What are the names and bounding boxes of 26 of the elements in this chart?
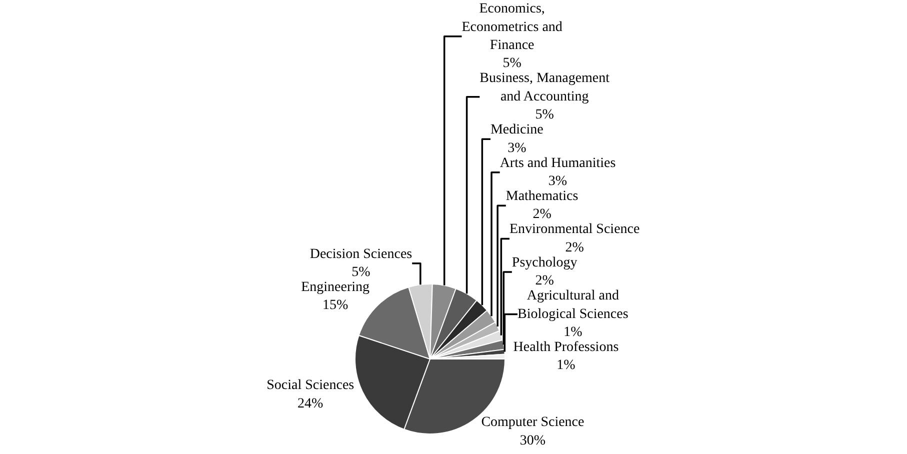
- data-label: 2%: [535, 274, 554, 289]
- slice-label: Health Professions: [513, 340, 619, 355]
- data-label: 5%: [352, 264, 371, 280]
- data-label: 5%: [502, 56, 522, 72]
- data-label: 1%: [556, 358, 576, 374]
- data-label: 5%: [535, 108, 554, 123]
- slice-label: Medicine: [490, 122, 544, 138]
- slice-label: Arts and Humanities: [500, 156, 616, 171]
- slice-label: Engineering: [301, 280, 370, 295]
- data-label: 3%: [508, 140, 527, 156]
- slice-label: Social Sciences: [266, 378, 354, 394]
- slice-label: Mathematics: [506, 188, 578, 204]
- slice-label: Agricultural and Biological Sciences: [518, 288, 628, 322]
- data-label: 2%: [565, 240, 584, 256]
- data-label: 2%: [532, 207, 552, 222]
- data-label: 3%: [548, 174, 568, 189]
- data-label: 15%: [322, 298, 348, 314]
- data-label: 30%: [520, 433, 546, 448]
- slice-label: Decision Sciences: [310, 246, 412, 262]
- slice-label: Computer Science: [481, 415, 584, 430]
- slice-label: Business, Management and Accounting: [480, 71, 610, 104]
- slice-label: Economics, Econometrics and Finance: [462, 2, 562, 53]
- slice-label: Psychology: [512, 255, 578, 270]
- slice-label: Environmental Science: [509, 222, 640, 238]
- data-label: 1%: [564, 324, 583, 340]
- data-label: 24%: [298, 396, 324, 412]
